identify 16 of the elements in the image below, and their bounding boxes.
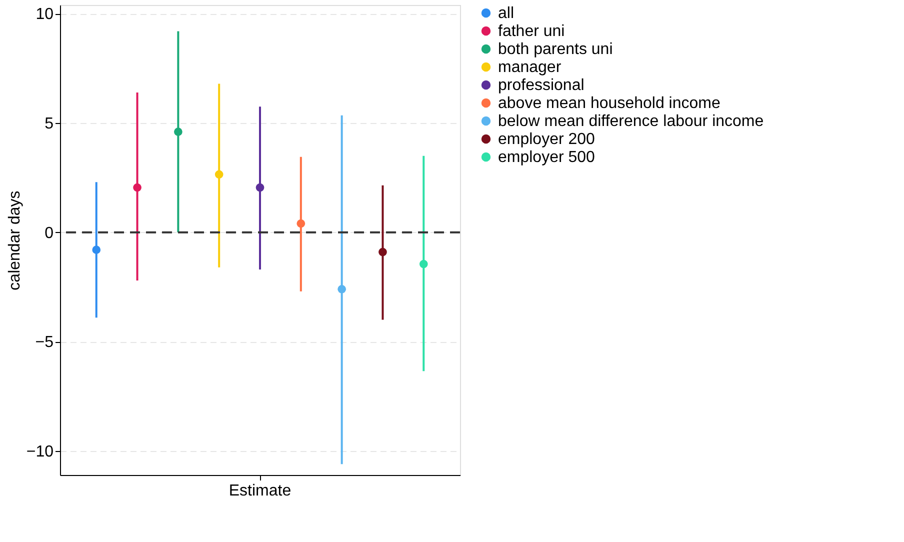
legend-label: both parents uni (498, 41, 613, 58)
legend-label: all (498, 5, 514, 22)
legend-label: employer 200 (498, 131, 596, 148)
y-tick-label: −10 (26, 443, 54, 460)
x-tick-label: Estimate (228, 482, 292, 500)
y-tick-label: 0 (44, 224, 54, 242)
legend-label: employer 500 (498, 149, 596, 166)
y-tick-label: −5 (35, 334, 54, 352)
legend-label: manager (498, 59, 562, 76)
y-tick-label: 5 (44, 116, 54, 133)
legend-label: above mean household income (498, 95, 720, 112)
legend-label: father uni (498, 23, 565, 40)
y-axis-title: calendar days (6, 190, 24, 290)
y-tick-label: 10 (36, 6, 54, 24)
legend-label: professional (498, 77, 584, 94)
legend-label: below mean difference labour income (498, 113, 764, 130)
